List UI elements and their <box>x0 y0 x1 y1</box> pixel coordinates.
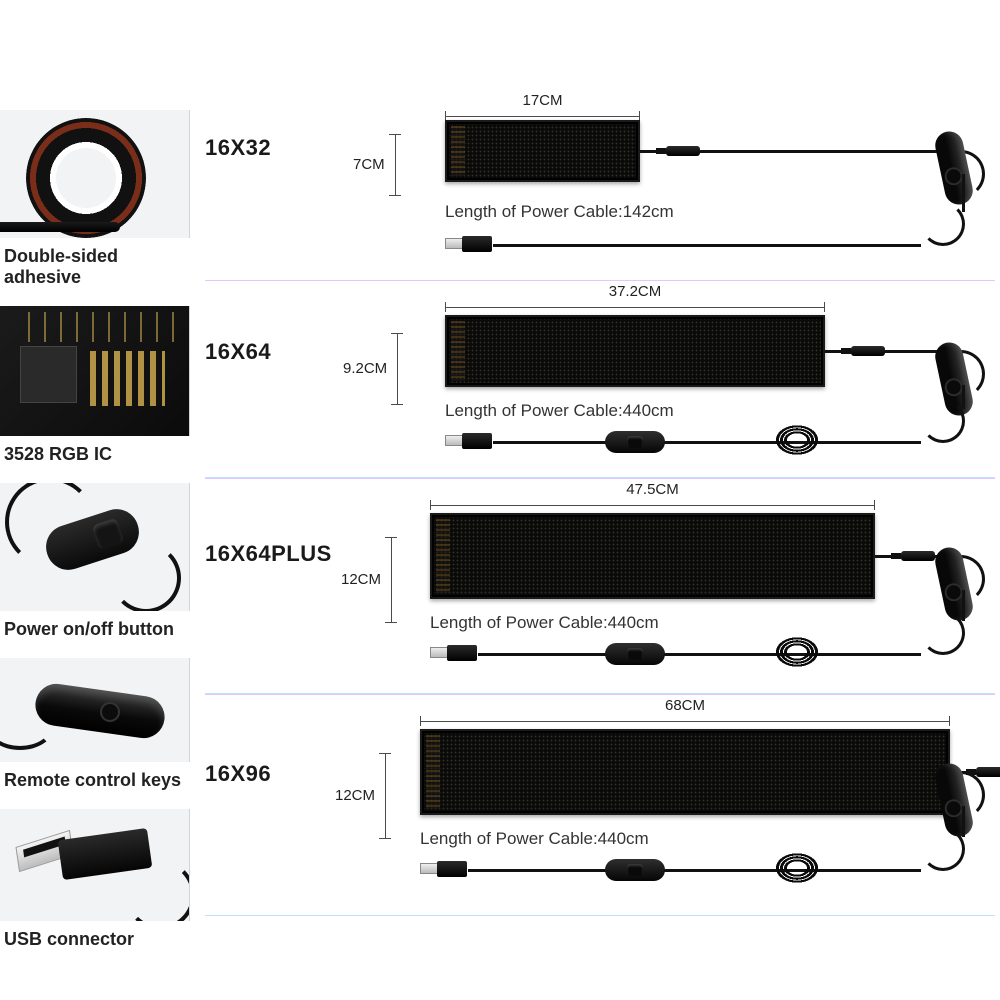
led-panel <box>445 120 640 182</box>
variant-row: 16X96 68CM 12CM Length of Power Cable:440cm <box>205 694 995 916</box>
cable-connector <box>851 346 885 356</box>
cable-length-label: Length of Power Cable:440cm <box>445 401 674 421</box>
height-dimension: 9.2CM <box>343 333 403 405</box>
variant-row: 16X32 17CM 7CM Length of Power Cable:142cm <box>205 90 995 280</box>
cable-segment <box>493 244 921 247</box>
cable-length-label: Length of Power Cable:142cm <box>445 202 674 222</box>
cable-length-label: Length of Power Cable:440cm <box>430 613 659 633</box>
width-dimension-value: 17CM <box>522 92 562 109</box>
cable-connector <box>666 146 700 156</box>
cable-segment <box>962 174 965 212</box>
cable-segment <box>478 653 921 656</box>
usb-plug-icon <box>430 645 480 663</box>
height-dimension-value: 7CM <box>353 156 385 173</box>
sidebar-thumb-usb <box>0 809 190 921</box>
inline-power-switch <box>605 431 665 453</box>
width-dimension: 37.2CM <box>445 283 825 312</box>
variant-row: 16X64PLUS 47.5CM 12CM Length of Power Cable… <box>205 478 995 694</box>
variant-name: 16X64 <box>205 339 271 365</box>
sidebar-item: USB connector <box>0 809 190 968</box>
variant-row: 16X64 37.2CM 9.2CM Length of Power Cable:44… <box>205 280 995 478</box>
sidebar: Double-sided adhesive 3528 RGB IC Power on… <box>0 110 190 968</box>
height-dimension-value: 12CM <box>335 787 375 804</box>
cable-segment <box>493 441 921 444</box>
cable-coil <box>765 417 829 463</box>
sidebar-item-label: 3528 RGB IC <box>0 436 190 483</box>
cable-segment <box>962 385 965 409</box>
cable-segment <box>921 611 965 655</box>
sidebar-item-label: Remote control keys <box>0 762 190 809</box>
sidebar-item: Double-sided adhesive <box>0 110 190 306</box>
sidebar-item: Remote control keys <box>0 658 190 809</box>
sidebar-thumb-pcb <box>0 306 190 436</box>
led-panel <box>430 513 875 599</box>
width-dimension-value: 37.2CM <box>609 283 662 300</box>
width-dimension: 47.5CM <box>430 481 875 510</box>
cable-connector <box>901 551 935 561</box>
tape-roll-icon <box>20 114 170 234</box>
cable-segment <box>700 150 940 153</box>
cable-connector <box>976 767 1000 777</box>
width-dimension: 17CM <box>445 92 640 121</box>
cable-coil <box>765 845 829 891</box>
usb-plug-icon <box>420 861 470 879</box>
sidebar-thumb-dongle <box>0 658 190 762</box>
height-dimension: 12CM <box>341 537 397 623</box>
variant-list: 16X3217CM7CMLength of Power Cable:142cm1… <box>205 90 995 916</box>
variant-name: 16X32 <box>205 135 271 161</box>
sidebar-item-label: Power on/off button <box>0 611 190 658</box>
usb-plug-icon <box>445 236 495 254</box>
cable-segment <box>921 827 965 871</box>
sidebar-thumb-switch <box>0 483 190 611</box>
sidebar-item: 3528 RGB IC <box>0 306 190 483</box>
usb-plug-icon <box>445 433 495 451</box>
cable-length-label: Length of Power Cable:440cm <box>420 829 649 849</box>
width-dimension-value: 47.5CM <box>626 481 679 498</box>
sidebar-item-label: Double-sided adhesive <box>0 238 190 306</box>
inline-power-switch <box>605 859 665 881</box>
cable-segment <box>921 399 965 443</box>
cable-segment <box>468 869 921 872</box>
sidebar-item: Power on/off button <box>0 483 190 658</box>
inline-power-switch <box>605 643 665 665</box>
width-dimension: 68CM <box>420 697 950 726</box>
led-panel <box>445 315 825 387</box>
cable-segment <box>962 590 965 621</box>
variant-name: 16X96 <box>205 761 271 787</box>
usb-connector-icon <box>5 810 185 920</box>
remote-dongle-icon <box>5 660 185 760</box>
width-dimension-value: 68CM <box>665 697 705 714</box>
height-dimension-value: 12CM <box>341 571 381 588</box>
cable-segment <box>885 350 940 353</box>
height-dimension: 7CM <box>353 134 401 196</box>
led-panel <box>420 729 950 815</box>
sidebar-item-label: USB connector <box>0 921 190 968</box>
sidebar-thumb-tape <box>0 110 190 238</box>
cable-segment <box>962 806 965 837</box>
power-switch-icon <box>15 487 175 607</box>
variant-name: 16X64PLUS <box>205 541 332 567</box>
cable-coil <box>765 629 829 675</box>
pcb-icon <box>14 312 174 342</box>
height-dimension-value: 9.2CM <box>343 360 387 377</box>
cable-segment <box>921 202 965 246</box>
height-dimension: 12CM <box>335 753 391 839</box>
